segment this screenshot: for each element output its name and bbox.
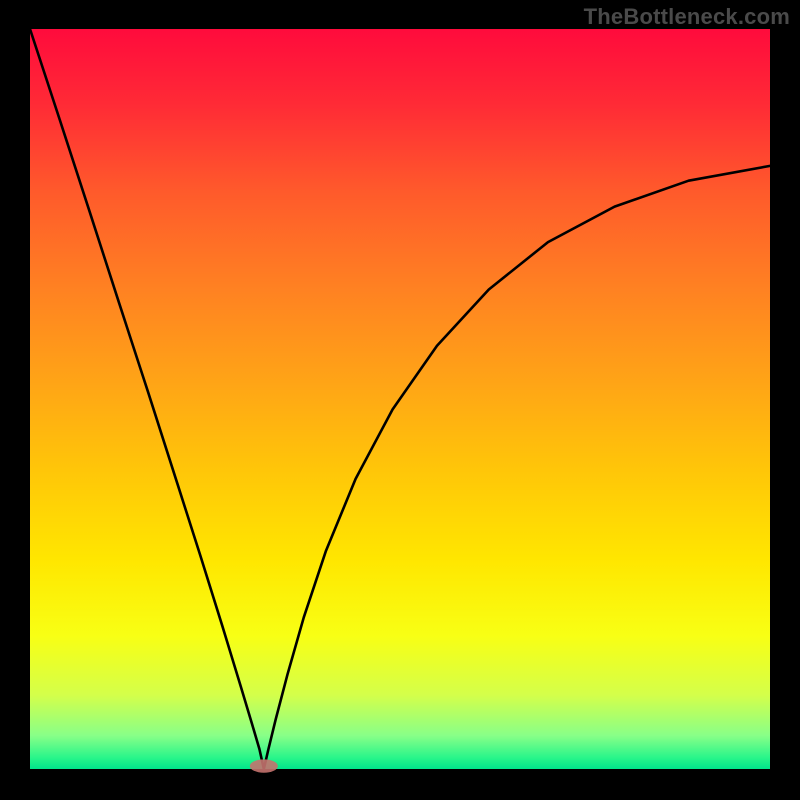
chart-svg — [0, 0, 800, 800]
watermark-text: TheBottleneck.com — [584, 4, 790, 30]
chart-container: TheBottleneck.com — [0, 0, 800, 800]
